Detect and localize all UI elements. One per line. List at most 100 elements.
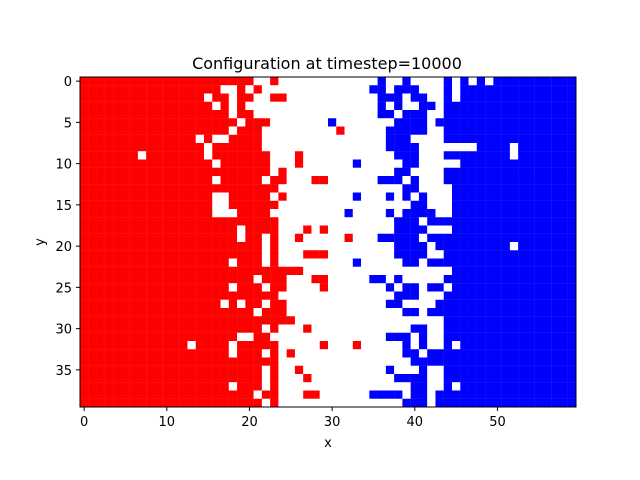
heatmap-cell	[551, 143, 560, 152]
heatmap-cell	[187, 217, 196, 226]
heatmap-cell	[220, 217, 229, 226]
heatmap-cell	[427, 77, 436, 86]
heatmap-cell	[452, 382, 461, 391]
heatmap-cell	[113, 283, 122, 292]
heatmap-cell	[518, 225, 527, 234]
heatmap-cell	[212, 159, 221, 168]
heatmap-cell	[410, 200, 420, 210]
heatmap-cell	[476, 77, 486, 86]
heatmap-cell	[96, 299, 105, 309]
heatmap-cell	[352, 101, 362, 111]
heatmap-cell	[377, 390, 387, 399]
heatmap-cell	[542, 118, 552, 127]
heatmap-cell	[187, 283, 196, 292]
heatmap-cell	[476, 299, 486, 309]
heatmap-cell	[551, 126, 560, 135]
heatmap-cell	[129, 357, 139, 366]
heatmap-cell	[96, 258, 105, 267]
heatmap-cell	[88, 192, 97, 201]
heatmap-cell	[328, 275, 337, 284]
heatmap-cell	[113, 291, 122, 300]
heatmap-cell	[336, 159, 345, 168]
heatmap-cell	[220, 233, 229, 243]
heatmap-cell	[344, 184, 353, 193]
heatmap-cell	[278, 374, 287, 383]
heatmap-cell	[518, 143, 527, 152]
heatmap-cell	[534, 143, 544, 152]
heatmap-cell	[402, 126, 411, 135]
heatmap-cell	[270, 184, 279, 193]
heatmap-cell	[526, 324, 535, 333]
heatmap-cell	[418, 233, 428, 243]
heatmap-cell	[394, 250, 403, 259]
heatmap-cell	[328, 126, 337, 135]
heatmap-cell	[303, 390, 312, 399]
heatmap-cell	[294, 176, 304, 185]
heatmap-cell	[220, 382, 229, 391]
heatmap-cell	[88, 242, 97, 251]
heatmap-cell	[361, 374, 370, 383]
heatmap-cell	[121, 250, 130, 259]
heatmap-cell	[542, 357, 552, 366]
heatmap-cell	[435, 209, 444, 218]
heatmap-cell	[245, 134, 254, 144]
heatmap-cell	[96, 77, 105, 86]
heatmap-cell	[319, 143, 329, 152]
heatmap-cell	[443, 374, 453, 383]
heatmap-cell	[179, 365, 188, 375]
heatmap-cell	[567, 250, 577, 259]
heatmap-cell	[394, 291, 403, 300]
heatmap-cell	[278, 217, 287, 226]
heatmap-cell	[170, 184, 180, 193]
heatmap-cell	[567, 93, 577, 102]
heatmap-cell	[195, 176, 205, 185]
heatmap-cell	[394, 299, 403, 309]
heatmap-cell	[369, 225, 378, 234]
heatmap-cell	[427, 258, 436, 267]
heatmap-cell	[162, 151, 172, 160]
heatmap-cell	[328, 192, 337, 201]
heatmap-cell	[493, 382, 502, 391]
heatmap-cell	[559, 291, 568, 300]
heatmap-cell	[435, 258, 444, 267]
heatmap-cell	[485, 266, 494, 276]
heatmap-cell	[129, 365, 139, 375]
heatmap-cell	[410, 341, 420, 350]
heatmap-cell	[253, 93, 263, 102]
heatmap-cell	[559, 374, 568, 383]
heatmap-cell	[402, 192, 411, 201]
heatmap-cell	[154, 316, 163, 325]
heatmap-cell	[311, 200, 320, 210]
heatmap-cell	[410, 258, 420, 267]
heatmap-cell	[567, 365, 577, 375]
heatmap-cell	[526, 398, 535, 408]
heatmap-cell	[394, 217, 403, 226]
heatmap-cell	[443, 184, 453, 193]
heatmap-cell	[328, 299, 337, 309]
heatmap-cell	[270, 217, 279, 226]
heatmap-cell	[385, 200, 395, 210]
heatmap-cell	[319, 126, 329, 135]
heatmap-cell	[212, 299, 221, 309]
heatmap-cell	[526, 332, 535, 342]
heatmap-cell	[294, 209, 304, 218]
x-tick-label: 40	[407, 415, 424, 430]
heatmap-cell	[485, 390, 494, 399]
heatmap-cell	[509, 77, 519, 86]
heatmap-cell	[443, 365, 453, 375]
heatmap-cell	[187, 324, 196, 333]
heatmap-cell	[261, 101, 271, 111]
heatmap-cell	[88, 316, 97, 325]
heatmap-cell	[402, 365, 411, 375]
heatmap-cell	[344, 151, 353, 160]
heatmap-cell	[518, 93, 527, 102]
heatmap-cell	[294, 184, 304, 193]
heatmap-cell	[228, 324, 238, 333]
heatmap-cell	[518, 357, 527, 366]
heatmap-cell	[344, 250, 353, 259]
heatmap-cell	[212, 110, 221, 119]
heatmap-cell	[410, 233, 420, 243]
heatmap-cell	[270, 324, 279, 333]
heatmap-cell	[551, 200, 560, 210]
heatmap-cell	[212, 118, 221, 127]
